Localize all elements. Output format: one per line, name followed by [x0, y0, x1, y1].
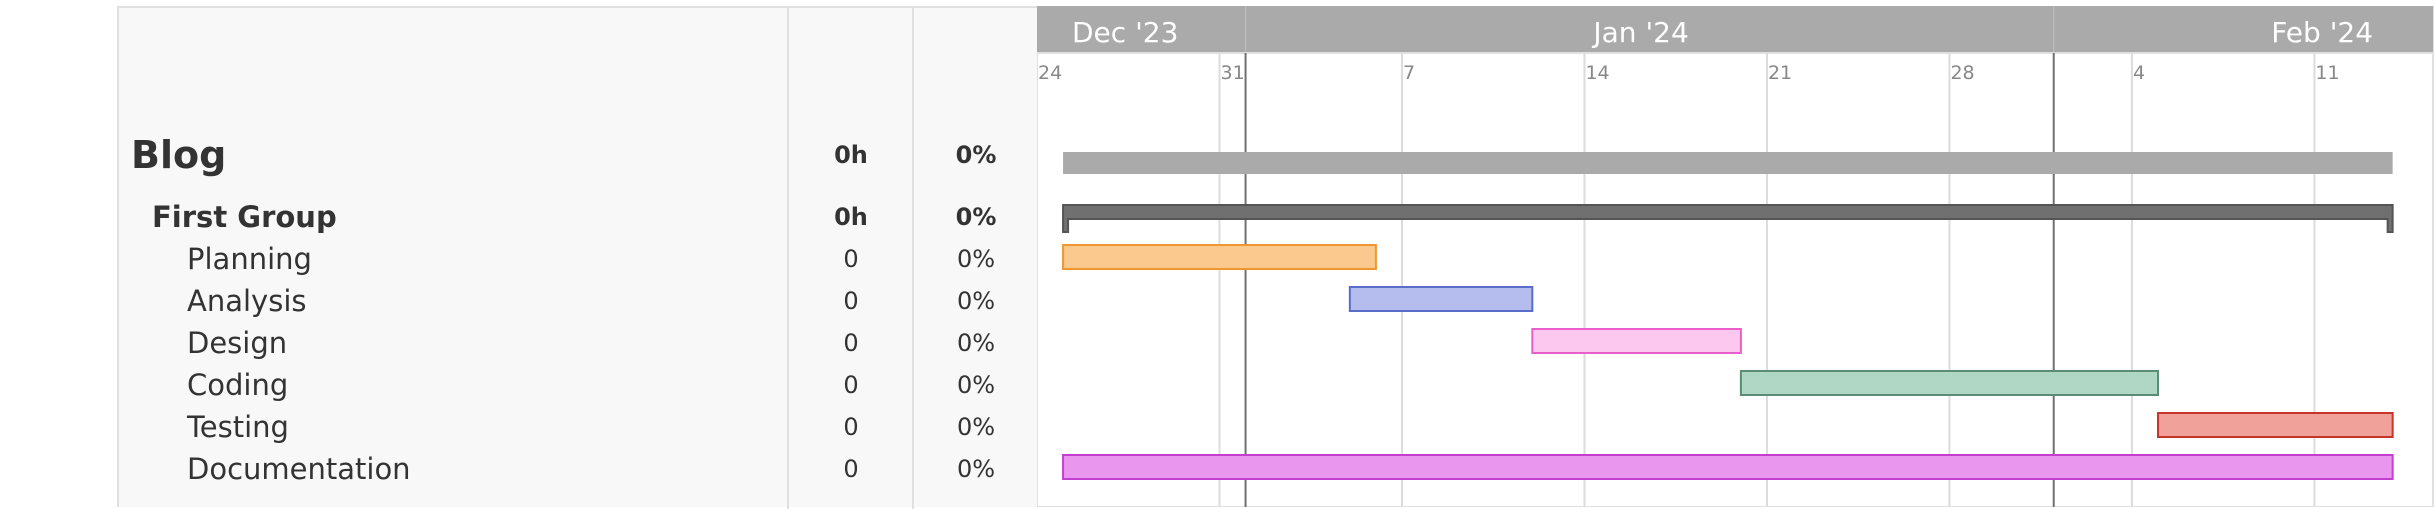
task-hours: 0 — [843, 329, 859, 357]
month-label: Jan '24 — [1591, 16, 1688, 49]
task-hours: 0 — [843, 287, 859, 315]
task-name: Analysis — [187, 284, 307, 318]
month-label: Feb '24 — [2271, 16, 2373, 49]
column-divider — [912, 8, 914, 509]
task-progress: 0% — [956, 329, 996, 357]
week-tick-label: 28 — [1950, 62, 1974, 84]
task-progress: 0% — [956, 245, 996, 273]
task-row-planning[interactable]: Planning 0 0% — [119, 238, 1039, 280]
task-row-first-group[interactable]: First Group 0h 0% — [119, 196, 1039, 238]
task-progress: 0% — [956, 413, 996, 441]
task-name: Planning — [187, 242, 312, 276]
task-row-documentation[interactable]: Documentation 0 0% — [119, 448, 1039, 490]
month-label: Dec '23 — [1072, 16, 1178, 49]
task-bar-testing — [2157, 412, 2394, 438]
task-row-blog[interactable]: Blog 0h 0% — [119, 134, 1039, 176]
task-bar-design — [1531, 328, 1742, 354]
task-hours: 0h — [834, 203, 868, 231]
task-row-design[interactable]: Design 0 0% — [119, 322, 1039, 364]
week-tick-label: 14 — [1585, 62, 1609, 84]
task-progress: 0% — [956, 371, 996, 399]
task-name: Blog — [131, 133, 227, 177]
week-tick-label: 7 — [1403, 62, 1415, 84]
gantt-chart: Blog 0h 0% First Group 0h 0% Planning 0 … — [117, 6, 2434, 509]
task-hours: 0 — [843, 245, 859, 273]
task-bar-documentation — [1062, 454, 2394, 480]
task-name: First Group — [152, 200, 337, 234]
week-tick-label: 24 — [1038, 62, 1062, 84]
task-progress: 0% — [956, 287, 996, 315]
task-progress: 0% — [955, 141, 997, 169]
task-hours: 0 — [843, 371, 859, 399]
group-bar-first-group — [1062, 204, 2394, 233]
task-progress: 0% — [956, 455, 996, 483]
timeline-area: Dec '23 Jan '24 Feb '24 24 31 7 14 21 28 4 11 — [1037, 6, 2434, 507]
task-hours: 0h — [834, 141, 868, 169]
task-name: Coding — [187, 368, 289, 402]
task-bar-planning — [1062, 244, 1377, 270]
task-row-testing[interactable]: Testing 0 0% — [119, 406, 1039, 448]
column-divider — [787, 8, 789, 509]
week-tick-label: 4 — [2133, 62, 2145, 84]
task-hours: 0 — [843, 413, 859, 441]
project-bar-blog — [1063, 152, 2393, 174]
week-tick-label: 21 — [1768, 62, 1792, 84]
task-row-analysis[interactable]: Analysis 0 0% — [119, 280, 1039, 322]
task-name: Design — [187, 326, 288, 360]
week-tick-label: 11 — [2315, 62, 2339, 84]
task-row-coding[interactable]: Coding 0 0% — [119, 364, 1039, 406]
task-bar-analysis — [1348, 286, 1534, 312]
week-tick-label: 31 — [1220, 62, 1244, 84]
month-header — [1037, 6, 2433, 52]
task-hours: 0 — [843, 455, 859, 483]
task-bar-coding — [1739, 370, 2160, 396]
task-progress: 0% — [955, 203, 997, 231]
task-name: Testing — [187, 410, 289, 444]
task-name: Documentation — [187, 452, 411, 486]
task-list-panel: Blog 0h 0% First Group 0h 0% Planning 0 … — [117, 6, 1039, 509]
